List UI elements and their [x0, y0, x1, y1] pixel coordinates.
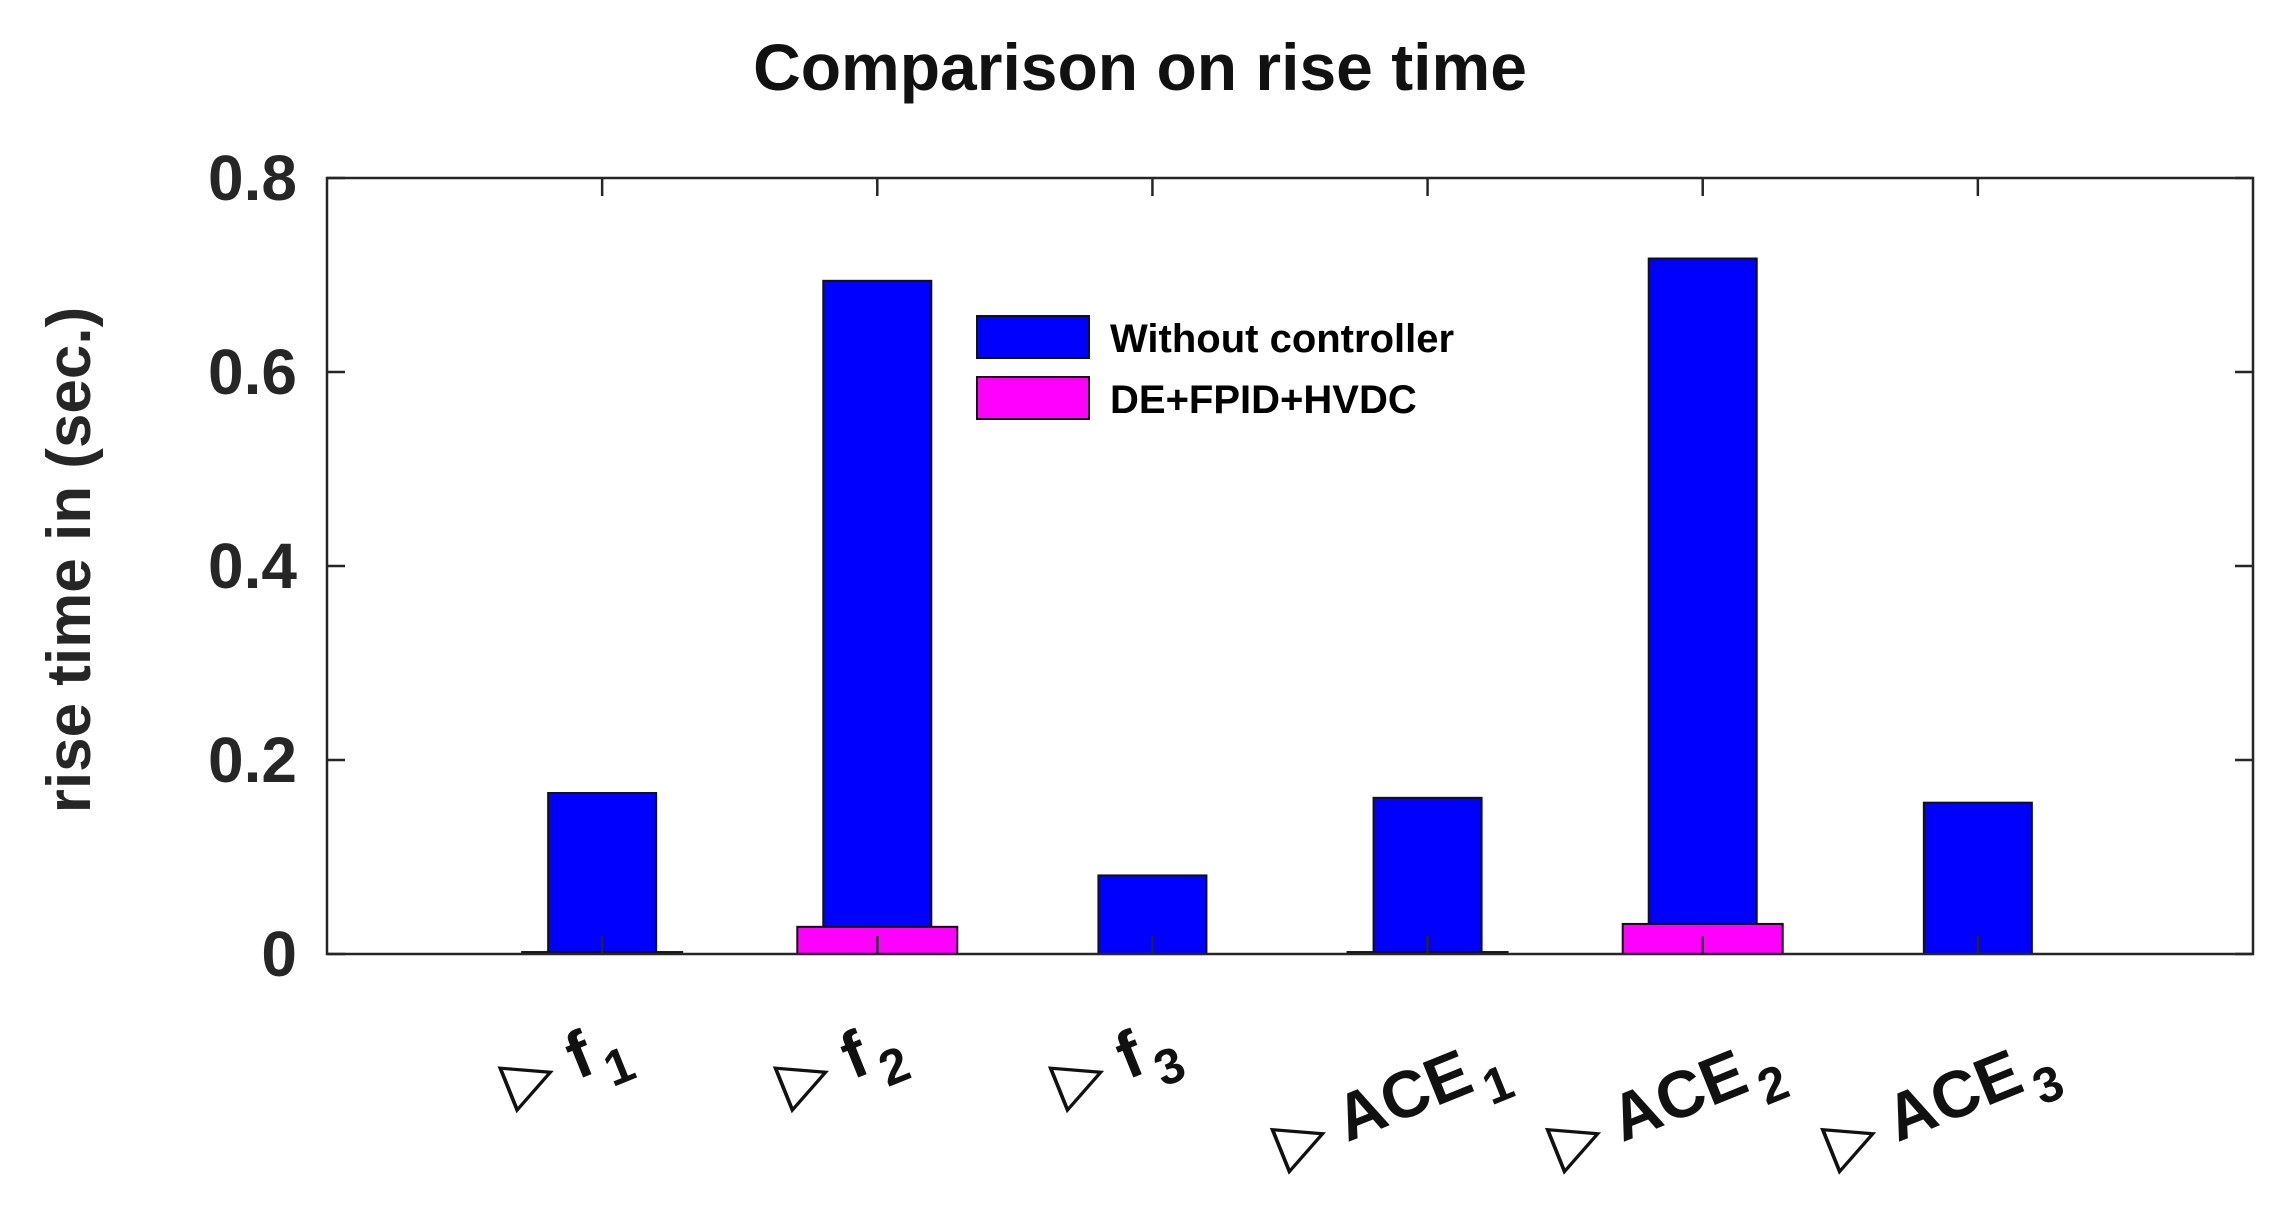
- bar-without-controller-4: [1372, 796, 1483, 956]
- y-tick-label-3: 0.6: [208, 336, 297, 408]
- legend-swatch-without-controller: [976, 315, 1090, 359]
- bar-without-controller-5: [1647, 257, 1758, 955]
- bar-without-controller-2: [822, 279, 933, 955]
- plot-area-frame: [325, 176, 2255, 956]
- y-axis-label: rise time in (sec.): [35, 307, 104, 814]
- legend: Without controller DE+FPID+HVDC: [976, 315, 1454, 422]
- plot-bars: [521, 257, 2033, 956]
- chart-title: Comparison on rise time: [753, 30, 1527, 104]
- y-tick-label-1: 0.2: [208, 724, 297, 796]
- bar-without-controller-1: [547, 791, 658, 955]
- y-tick-label-0: 0: [261, 918, 297, 990]
- y-tick-label-4: 0.8: [208, 142, 297, 214]
- legend-label-without-controller: Without controller: [1110, 317, 1454, 361]
- x-tick-label-6: ▷ ACE3: [1813, 1021, 2071, 1196]
- legend-swatch-de-fpid-hvdc: [976, 376, 1090, 420]
- bar-without-controller-6: [1922, 801, 2033, 955]
- y-tick-label-2: 0.4: [208, 530, 297, 602]
- y-tick-labels: 0 0.2 0.4 0.6 0.8: [208, 142, 297, 990]
- legend-label-de-fpid-hvdc: DE+FPID+HVDC: [1110, 378, 1417, 422]
